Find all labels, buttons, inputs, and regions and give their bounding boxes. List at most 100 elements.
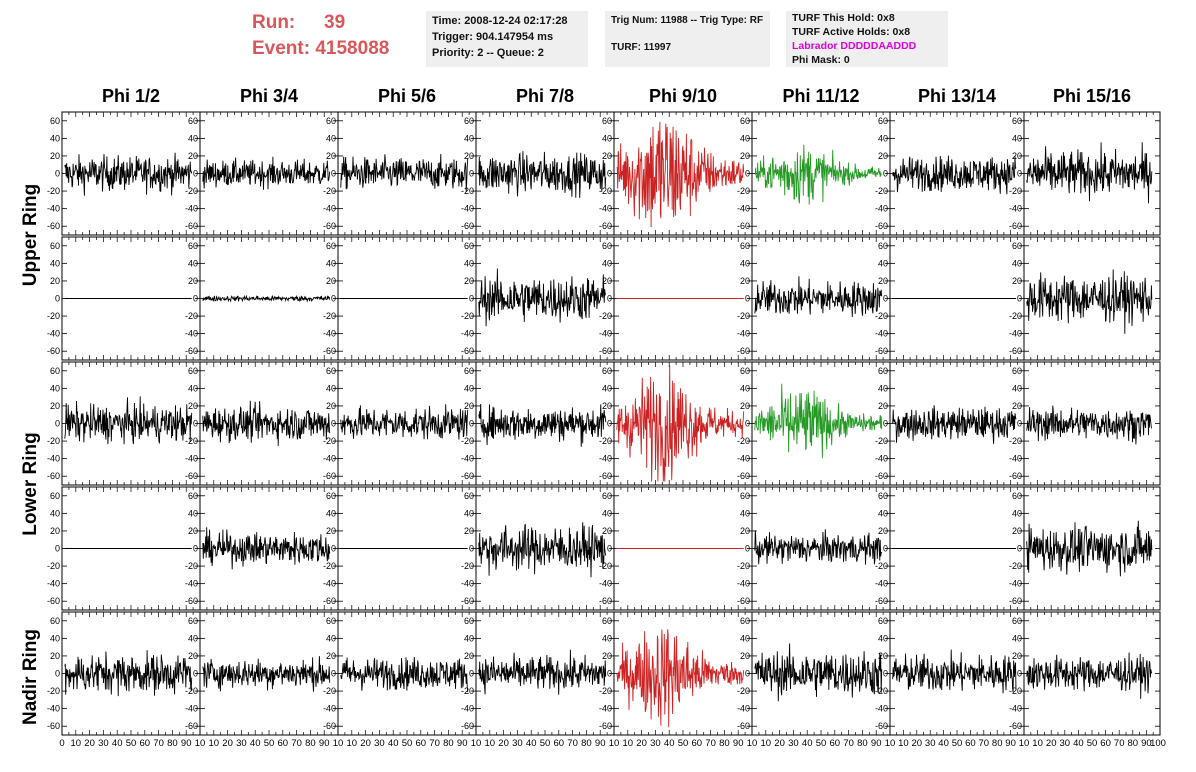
y-tick-label: -40 (323, 704, 336, 714)
waveform-panel: -60 -40 -20 0 20 40 60 (737, 611, 891, 736)
x-tick-label: 20 (1046, 738, 1057, 749)
y-tick-label: 0 (1017, 169, 1022, 179)
x-tick-label: 30 (374, 738, 385, 749)
y-tick-label: 20 (1012, 401, 1022, 411)
waveform-trace (754, 383, 883, 459)
x-tick-label: 40 (1073, 738, 1084, 749)
waveform-panel: -60 -40 -20 0 20 40 60 (323, 361, 477, 486)
y-tick-label: -40 (185, 329, 198, 339)
waveform-trace (64, 152, 193, 196)
y-tick-label: 40 (602, 133, 612, 143)
x-tick-label: 90 (319, 738, 330, 749)
waveform-panel: -60 -40 -20 0 20 40 60 (599, 111, 753, 236)
x-tick-label: 10 (333, 738, 344, 749)
x-tick-label: 10 (71, 738, 82, 749)
x-tick-label: 50 (540, 738, 551, 749)
trig-num-text: Trig Num: 11988 -- Trig Type: RF (611, 15, 764, 26)
y-tick-label: 40 (188, 258, 198, 268)
y-tick-label: -60 (1009, 471, 1022, 481)
y-tick-label: -40 (47, 579, 60, 589)
y-tick-label: -40 (737, 204, 750, 214)
waveform-trace (202, 527, 331, 570)
y-tick-label: 20 (464, 651, 474, 661)
y-tick-label: 40 (602, 383, 612, 393)
x-tick-label: 90 (181, 738, 192, 749)
y-tick-label: 20 (740, 651, 750, 661)
y-tick-label: 20 (602, 276, 612, 286)
y-tick-label: 0 (883, 419, 888, 429)
y-tick-label: 60 (188, 491, 198, 501)
y-tick-label: -60 (737, 721, 750, 731)
x-tick-label: 80 (857, 738, 868, 749)
waveform-panel: -60 -40 -20 0 20 40 60 (47, 361, 201, 486)
x-tick-label: 80 (992, 738, 1003, 749)
y-tick-label: 60 (188, 116, 198, 126)
y-tick-label: 0 (745, 294, 750, 304)
y-tick-label: -20 (737, 311, 750, 321)
x-tick-label: 40 (388, 738, 399, 749)
y-tick-label: 20 (50, 276, 60, 286)
y-tick-label: -20 (47, 686, 60, 696)
x-tick-label: 60 (416, 738, 427, 749)
y-tick-label: 40 (326, 633, 336, 643)
waveform-panel: -60 -40 -20 0 20 40 60 (599, 361, 753, 486)
y-tick-label: 60 (188, 241, 198, 251)
y-tick-label: 40 (878, 258, 888, 268)
x-tick-label: 10 (347, 738, 358, 749)
y-tick-label: -40 (599, 329, 612, 339)
y-tick-label: -40 (185, 579, 198, 589)
waveform-trace (1026, 269, 1153, 334)
x-tick-label: 70 (1114, 738, 1125, 749)
labrador-text: Labrador DDDDDAADDD (792, 40, 917, 52)
y-tick-label: -20 (875, 686, 888, 696)
y-tick-label: -20 (875, 436, 888, 446)
y-tick-label: -20 (1009, 436, 1022, 446)
y-tick-label: 60 (464, 366, 474, 376)
y-tick-label: -60 (875, 471, 888, 481)
y-tick-label: 0 (1017, 544, 1022, 554)
y-tick-label: 20 (602, 526, 612, 536)
y-tick-label: 20 (740, 276, 750, 286)
y-tick-label: 40 (188, 633, 198, 643)
y-tick-label: 20 (50, 401, 60, 411)
x-tick-label: 40 (802, 738, 813, 749)
waveform-trace (754, 643, 883, 702)
waveform-panel: -60 -40 -20 0 20 40 60 (1009, 486, 1161, 611)
y-tick-label: -20 (737, 436, 750, 446)
x-tick-label: 70 (843, 738, 854, 749)
y-tick-label: -40 (47, 704, 60, 714)
run-label: Run: (252, 12, 296, 33)
y-tick-label: 40 (50, 633, 60, 643)
y-tick-label: 60 (464, 491, 474, 501)
y-tick-label: 60 (50, 366, 60, 376)
waveform-panel: -60 -40 -20 0 20 40 60 (875, 236, 1025, 361)
waveform-panel: -60 -40 -20 0 20 40 60 (737, 236, 891, 361)
y-tick-label: -20 (1009, 686, 1022, 696)
x-tick-label: 80 (719, 738, 730, 749)
y-tick-label: 40 (326, 258, 336, 268)
x-tick-label: 70 (153, 738, 164, 749)
y-tick-label: -20 (185, 436, 198, 446)
y-tick-label: 0 (607, 419, 612, 429)
x-tick-label: 10 (1019, 738, 1030, 749)
y-tick-label: -40 (461, 579, 474, 589)
y-tick-label: -40 (461, 329, 474, 339)
x-tick-label: 10 (609, 738, 620, 749)
y-tick-label: 0 (883, 294, 888, 304)
y-tick-label: -20 (599, 186, 612, 196)
x-tick-label: 80 (1128, 738, 1139, 749)
y-tick-label: 20 (464, 401, 474, 411)
y-tick-label: -60 (1009, 721, 1022, 731)
waveform-trace (478, 151, 607, 198)
y-tick-label: 0 (55, 169, 60, 179)
y-tick-label: 60 (50, 116, 60, 126)
y-tick-label: -40 (47, 204, 60, 214)
waveform-panel: -60 -40 -20 0 20 40 60 (47, 236, 201, 361)
y-tick-label: 40 (464, 508, 474, 518)
x-tick-label: 30 (1060, 738, 1071, 749)
y-tick-label: -60 (599, 471, 612, 481)
time-text: Time: 2008-12-24 02:17:28 (432, 15, 568, 27)
y-tick-label: 0 (607, 169, 612, 179)
y-tick-label: -40 (461, 704, 474, 714)
